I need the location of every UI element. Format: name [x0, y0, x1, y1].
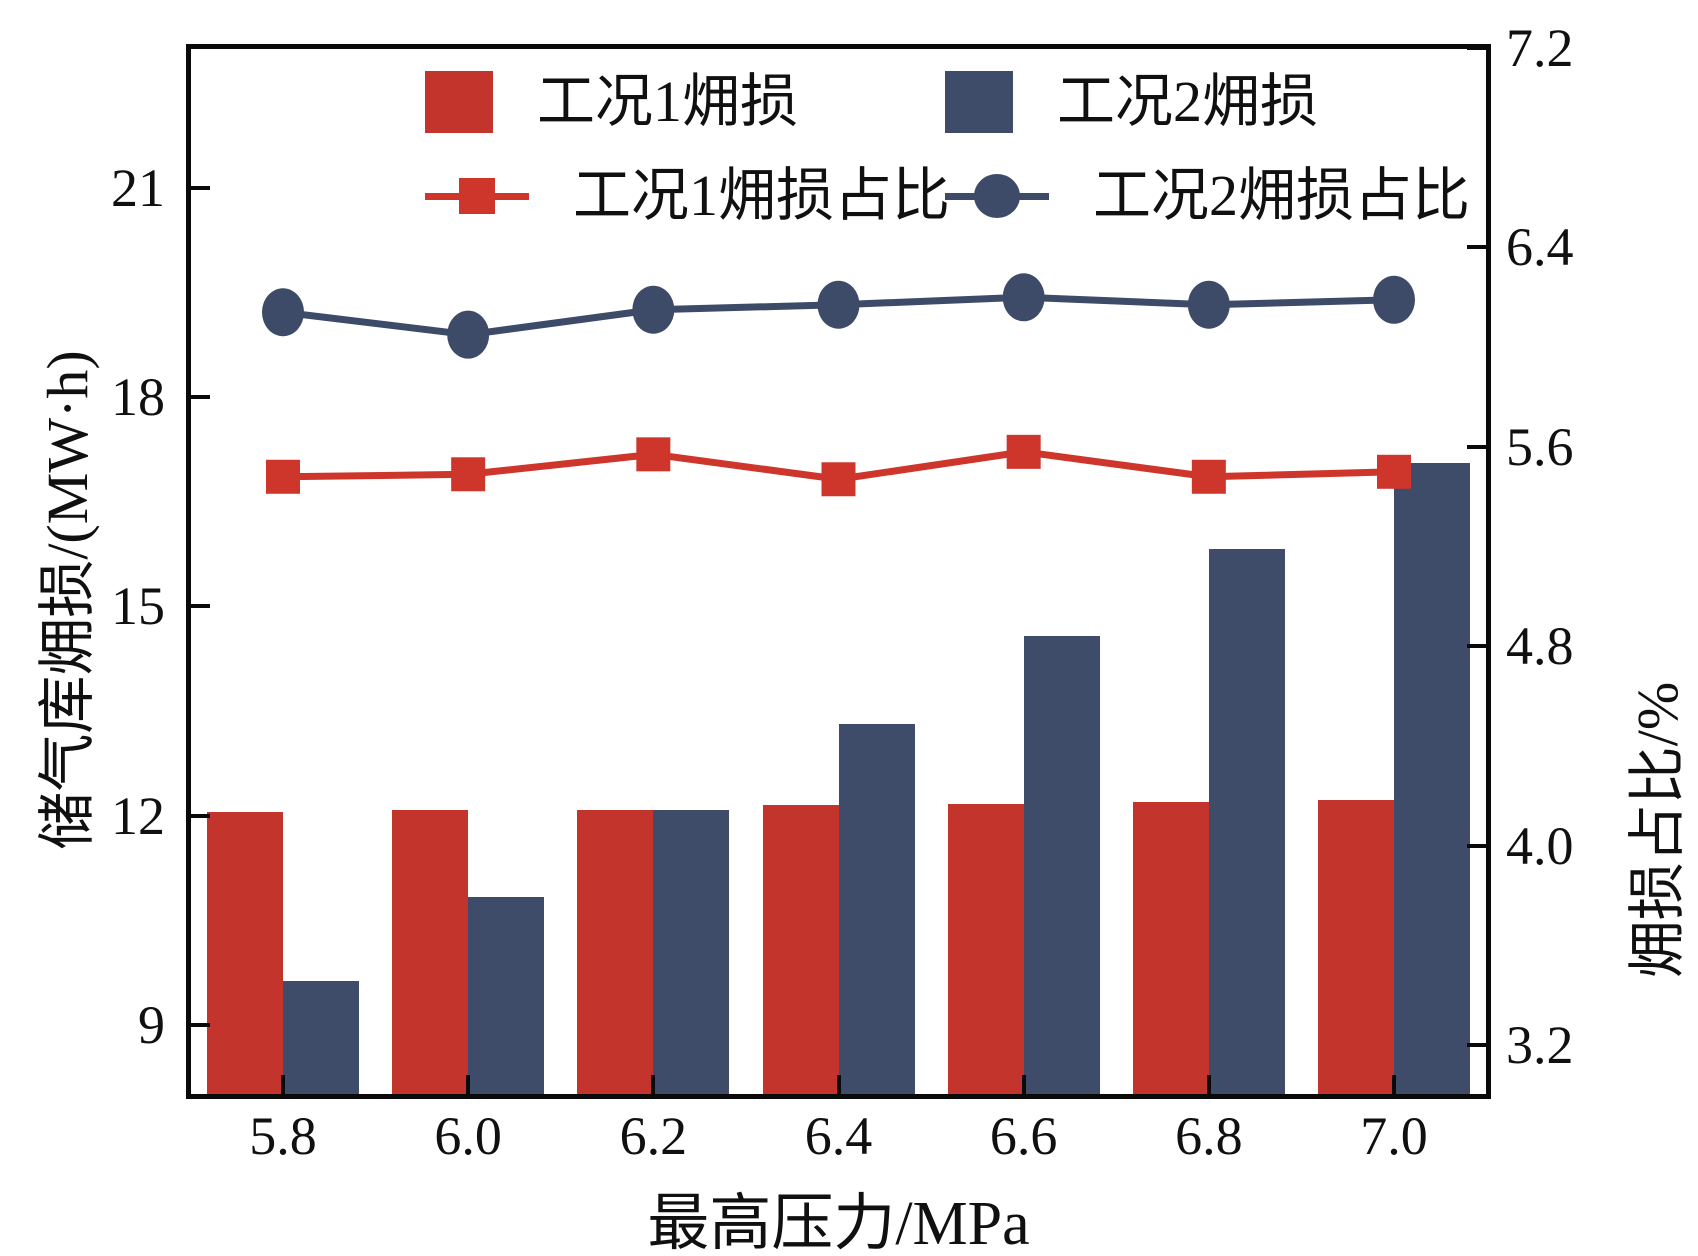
x-tick-6.2: [651, 1075, 656, 1095]
left-tick-9: [190, 1023, 210, 1028]
legend-item-case2-bar: 工况2㶲损: [945, 62, 1470, 142]
bar-case2-6.4: [838, 723, 915, 1095]
legend-item-case1-ratio-label: 工况1㶲损占比: [573, 163, 951, 228]
square-marker-6.8: [1191, 459, 1226, 494]
legend: 工况1㶲损 工况2㶲损工况1㶲损占比 工况2㶲损占比: [425, 62, 1470, 236]
bar-case1-6.6: [947, 803, 1024, 1095]
x-tick-7.0: [1392, 1075, 1396, 1095]
legend-swatch-case2: [945, 71, 1013, 133]
left-axis-title: 储气库㶲损/(MW·h): [35, 350, 100, 850]
square-marker-6.2: [636, 437, 671, 472]
legend-line-case1: [425, 156, 529, 236]
x-tick-6.8: [1206, 1075, 1211, 1095]
circle-marker-6.6: [1002, 273, 1045, 322]
right-tick-4: [1467, 843, 1487, 848]
square-marker-6.0: [451, 457, 486, 492]
left-tick-label-15: 15: [111, 576, 165, 637]
legend-item-case1-bar-label: 工况1㶲损: [537, 69, 799, 134]
plot-area: [190, 46, 1487, 1095]
left-tick-12: [190, 813, 210, 818]
x-tick-label-6.8: 6.8: [1175, 1106, 1243, 1166]
bar-case1-6.2: [577, 809, 654, 1095]
right-tick-label-5.6: 5.6: [1506, 416, 1574, 477]
circle-marker-6.8: [1187, 280, 1230, 329]
left-tick-label-9: 9: [138, 995, 165, 1056]
x-axis-title: 最高压力/MPa: [647, 1190, 1030, 1256]
right-tick-3.2: [1467, 1043, 1487, 1048]
x-tick-label-6.2: 6.2: [619, 1106, 688, 1166]
right-tick-label-3.2: 3.2: [1506, 1015, 1574, 1076]
bar-case1-6.0: [392, 810, 469, 1095]
bar-case2-5.8: [283, 981, 359, 1095]
left-tick-18: [190, 395, 210, 399]
right-tick-label-4: 4.0: [1506, 815, 1574, 876]
legend-item-case1-bar: 工况1㶲损: [425, 62, 945, 142]
legend-item-case2-bar-label: 工况2㶲损: [1057, 69, 1319, 134]
circle-marker-6.4: [817, 280, 860, 329]
circle-marker-6.2: [632, 285, 675, 334]
bar-case1-5.8: [207, 812, 283, 1095]
x-tick-label-5.8: 5.8: [249, 1106, 317, 1166]
right-tick-label-4.8: 4.8: [1506, 616, 1574, 677]
bar-case2-6.8: [1208, 549, 1285, 1095]
legend-item-case2-ratio-label: 工况2㶲损占比: [1093, 163, 1471, 228]
bar-case1-7.0: [1318, 800, 1394, 1095]
legend-line-case2: [945, 156, 1049, 236]
square-marker-6.6: [1006, 434, 1041, 469]
x-tick-label-6.0: 6.0: [434, 1106, 502, 1166]
square-marker-7.0: [1377, 454, 1412, 489]
square-marker-5.8: [266, 459, 300, 494]
x-tick-label-7.0: 7.0: [1360, 1106, 1428, 1166]
legend-square-marker: [459, 178, 495, 214]
x-tick-5.8: [281, 1075, 285, 1095]
x-tick-label-6.4: 6.4: [804, 1106, 873, 1166]
right-axis-title: 㶲损占比/%: [1625, 681, 1690, 979]
legend-item-case2-ratio: 工况2㶲损占比: [945, 156, 1470, 236]
right-tick-7.2: [1467, 46, 1487, 50]
circle-marker-7.0: [1373, 275, 1416, 324]
circle-marker-6.0: [447, 310, 490, 359]
bar-case2-6.0: [468, 897, 545, 1095]
right-tick-5.6: [1467, 444, 1487, 449]
bar-case2-6.6: [1023, 635, 1100, 1095]
left-tick-label-12: 12: [111, 785, 165, 846]
circle-marker-5.8: [262, 288, 304, 337]
bar-case1-6.8: [1132, 801, 1209, 1095]
bar-case2-6.2: [653, 810, 730, 1095]
bar-case2-7.0: [1394, 463, 1470, 1095]
left-tick-label-21: 21: [111, 157, 165, 218]
right-tick-4.8: [1467, 644, 1487, 649]
x-tick-label-6.6: 6.6: [989, 1106, 1058, 1166]
legend-swatch-case1: [425, 71, 493, 133]
x-tick-6.4: [836, 1075, 841, 1095]
right-tick-label-6.4: 6.4: [1506, 217, 1574, 278]
x-tick-6.0: [466, 1075, 471, 1095]
left-tick-21: [190, 185, 210, 190]
left-tick-15: [190, 604, 210, 609]
legend-circle-marker: [974, 174, 1020, 218]
bar-case1-6.4: [762, 805, 839, 1095]
square-marker-6.4: [821, 462, 856, 497]
legend-item-case1-ratio: 工况1㶲损占比: [425, 156, 950, 236]
lines-layer: [262, 273, 1416, 497]
x-tick-6.6: [1021, 1075, 1026, 1095]
left-tick-label-18: 18: [111, 367, 165, 427]
right-tick-6.4: [1467, 245, 1487, 250]
right-tick-label-7.2: 7.2: [1506, 18, 1574, 78]
